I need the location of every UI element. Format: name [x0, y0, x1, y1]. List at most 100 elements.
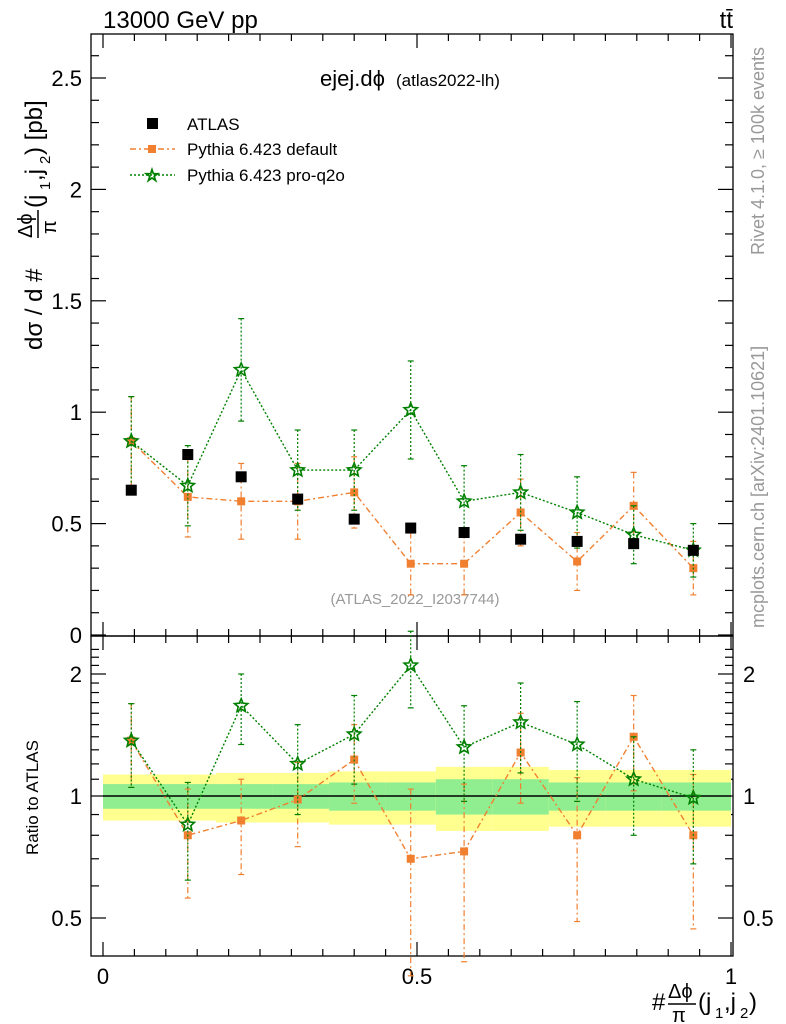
ratio-proq2o-marker — [624, 770, 643, 787]
ratio-y-axis-label: Ratio to ATLAS — [23, 740, 42, 855]
ratio-ytick-label: 2 — [70, 662, 82, 687]
xlabel-frac-num: Δϕ — [668, 981, 693, 1003]
ylabel-post: (j — [21, 195, 48, 208]
legend-entry-default: Pythia 6.423 default — [130, 140, 338, 159]
main-proq2o-marker — [402, 400, 420, 418]
ratio-proq2o-marker — [402, 656, 420, 673]
main-default-marker — [460, 559, 469, 568]
main-data-marks — [122, 318, 703, 596]
analysis-watermark: (ATLAS_2022_I2037744) — [330, 591, 499, 608]
ratio-proq2o-marker — [512, 713, 530, 730]
xlabel-post: (j — [698, 989, 711, 1016]
ratio-proq2o-marker — [345, 725, 363, 742]
main-proq2o-marker — [512, 483, 530, 500]
legend-label-atlas: ATLAS — [187, 115, 240, 134]
ratio-proq2o-marker — [232, 696, 250, 714]
ratio-proq2o-line — [130, 664, 694, 827]
header-process-label: tt̄ — [720, 7, 734, 34]
main-ytick-label: 0 — [70, 623, 82, 648]
main-atlas-marker — [182, 449, 194, 461]
ratio-proq2o-marker — [288, 754, 307, 772]
ylabel-sub1: 1 — [37, 182, 54, 190]
main-proq2o-marker — [179, 476, 197, 494]
main-atlas-marker — [687, 544, 699, 556]
main-atlas-marker — [515, 533, 527, 545]
legend-marker-atlas — [147, 118, 158, 129]
main-proq2o-marker — [345, 461, 363, 478]
ylabel-end: ) [pb] — [21, 100, 48, 155]
ratio-default-marker — [460, 847, 469, 856]
ratio-proq2o-marker — [684, 788, 703, 806]
main-ytick-label: 1 — [70, 400, 82, 425]
ratio-default-marker — [406, 854, 415, 863]
ratio-default-marker — [573, 831, 582, 840]
legend: ATLAS Pythia 6.423 default ☆ Pythia 6.42… — [130, 115, 345, 186]
ratio-ytick-label-right: 1 — [743, 784, 755, 809]
main-proq2o-marker — [455, 492, 473, 509]
rivet-version-label: Rivet 4.1.0, ≥ 100k events — [748, 47, 768, 255]
ylabel-pre: dσ / d # — [21, 268, 48, 350]
main-title-subtext: (atlas2022-lh) — [396, 71, 500, 90]
main-proq2o-marker — [232, 360, 250, 378]
main-atlas-marker — [292, 493, 304, 505]
main-axes: 0 0.5 1 1.5 2 2.5 — [51, 34, 733, 648]
ratio-ytick-label: 0.5 — [51, 906, 82, 931]
main-atlas-marker — [348, 513, 360, 525]
ratio-proq2o-marker — [568, 735, 586, 752]
main-ytick-label: 2.5 — [51, 66, 82, 91]
legend-marker-default — [148, 145, 156, 153]
main-ytick-label: 2 — [70, 177, 82, 202]
xlabel-sub2: 2 — [740, 1005, 748, 1022]
xtick-label: 0 — [97, 964, 109, 989]
mcplots-source-label: mcplots.cern.ch [arXiv:2401.10621] — [748, 346, 768, 628]
main-default-line — [130, 440, 694, 569]
main-atlas-marker — [571, 535, 583, 547]
xlabel-sub1: 1 — [715, 1005, 723, 1022]
main-title-text: ejej.dϕ — [320, 66, 385, 91]
ylabel-mid: ,j — [21, 169, 48, 181]
main-default-marker — [573, 557, 582, 566]
xlabel-pre: # — [652, 989, 666, 1016]
main-atlas-marker — [405, 522, 417, 534]
main-default-marker — [183, 492, 192, 501]
header-beam-label: 13000 GeV pp — [103, 7, 258, 34]
ratio-proq2o-marker — [179, 815, 197, 832]
ylabel-sub2: 2 — [37, 156, 54, 164]
main-ytick-label: 0.5 — [51, 512, 82, 537]
main-atlas-marker — [125, 484, 137, 496]
main-atlas-marker — [235, 471, 247, 483]
main-proq2o-marker — [288, 460, 307, 478]
main-y-axis-label: dσ / d # Δϕ π (j 1 ,j 2 ) [pb] — [15, 100, 61, 350]
legend-label-default: Pythia 6.423 default — [187, 140, 338, 159]
ratio-proq2o-marker — [122, 731, 140, 749]
xtick-label: 0.5 — [402, 964, 433, 989]
main-title: ejej.dϕ (atlas2022-lh) — [320, 66, 500, 91]
legend-marker-proq2o: ☆ — [144, 166, 159, 185]
xlabel-end: ) — [749, 989, 757, 1016]
ratio-default-marker — [237, 816, 246, 825]
ylabel-frac-num: Δϕ — [15, 213, 37, 238]
legend-entry-proq2o: ☆ Pythia 6.423 pro-q2o — [130, 165, 345, 186]
ratio-ytick-label: 1 — [70, 784, 82, 809]
main-proq2o-marker — [122, 432, 140, 449]
xlabel-mid: ,j — [724, 989, 736, 1016]
ratio-default-marker — [293, 795, 302, 804]
main-atlas-marker — [628, 538, 640, 550]
main-atlas-marker — [458, 527, 470, 539]
ylabel-frac-den: π — [39, 220, 61, 234]
main-default-marker — [237, 497, 246, 506]
x-axis-label: # Δϕ π (j 1 ,j 2 ) — [652, 981, 757, 1024]
ratio-ytick-label-right: 0.5 — [743, 906, 774, 931]
ratio-ytick-label-right: 2 — [743, 662, 755, 687]
ratio-proq2o-marker — [455, 738, 473, 755]
main-proq2o-marker — [624, 525, 643, 543]
main-proq2o-marker — [568, 503, 586, 520]
legend-entry-atlas: ATLAS — [147, 115, 240, 134]
legend-label-proq2o: Pythia 6.423 pro-q2o — [187, 166, 345, 185]
main-default-marker — [406, 559, 415, 568]
ratio-data-marks — [122, 630, 703, 977]
main-ytick-label: 1.5 — [51, 289, 82, 314]
xlabel-frac-den: π — [672, 1005, 686, 1024]
xtick-label: 1 — [725, 964, 737, 989]
